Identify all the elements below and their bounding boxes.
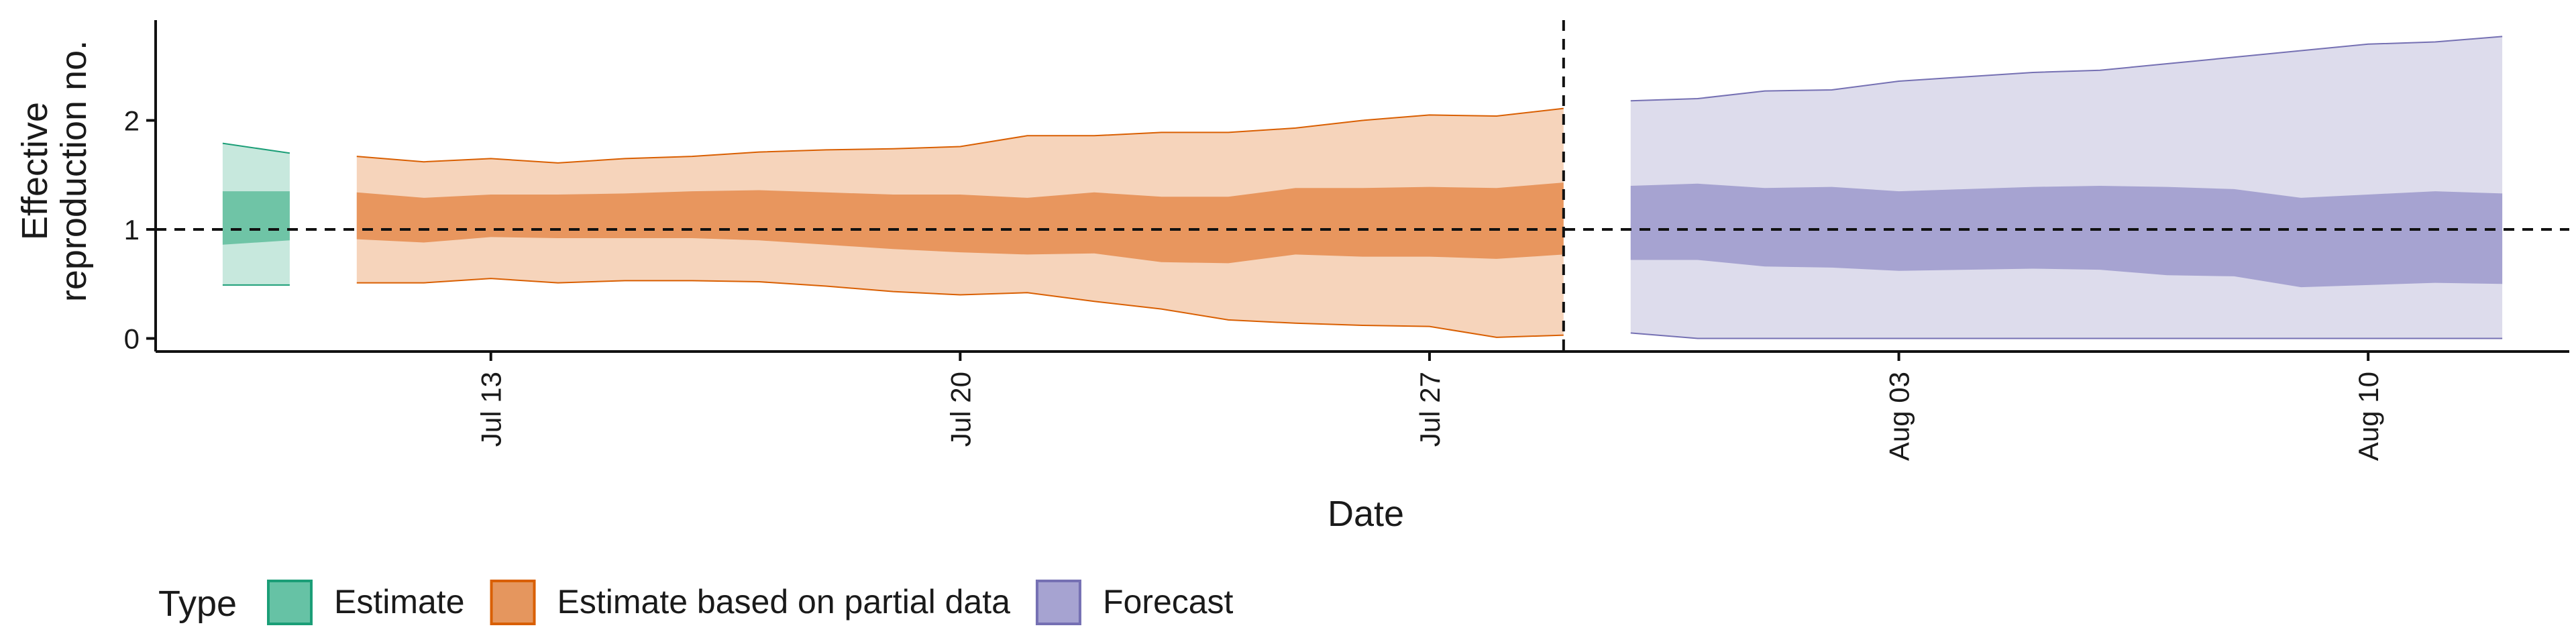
legend-label-2: Forecast [1103,583,1234,621]
plot-bands [222,36,2503,339]
series-2-upper-line [1630,36,2503,102]
y-axis-title-line-1: Effective [15,102,55,240]
x-tick-label: Jul 20 [945,372,976,447]
y-tick-label: 0 [124,323,140,355]
x-axis-title: Date [1328,494,1404,534]
legend-title: Type [158,584,237,624]
x-tick-label: Jul 13 [476,372,507,447]
series-1-band-50 [356,182,1564,264]
series-2-lower-line [1630,332,2503,339]
x-axis-ticks: Jul 13 Jul 20 Jul 27 Aug 03 Aug 10 [476,352,2384,461]
y-axis-ticks: 0 1 2 [124,105,156,355]
series-0-band-50 [222,191,290,245]
legend-label-1: Estimate based on partial data [557,583,1011,621]
legend-swatch-1 [490,580,536,625]
x-tick-label: Jul 27 [1414,372,1446,447]
series-1-upper-line [356,107,1564,164]
series-1-lower-line [356,278,1564,338]
y-tick-label: 2 [124,105,140,137]
legend-swatch-0 [267,580,313,625]
legend: Estimate Estimate based on partial data Fo… [267,580,1234,625]
x-tick-label: Aug 03 [1884,372,1915,461]
series-0-upper-line [222,142,290,154]
y-axis-title-line-2: reproduction no. [54,40,94,302]
x-tick-label: Aug 10 [2353,372,2384,461]
series-2-band-50 [1630,183,2503,288]
y-tick-label: 1 [124,214,140,246]
legend-label-0: Estimate [334,583,465,621]
legend-swatch-2 [1035,580,1081,625]
